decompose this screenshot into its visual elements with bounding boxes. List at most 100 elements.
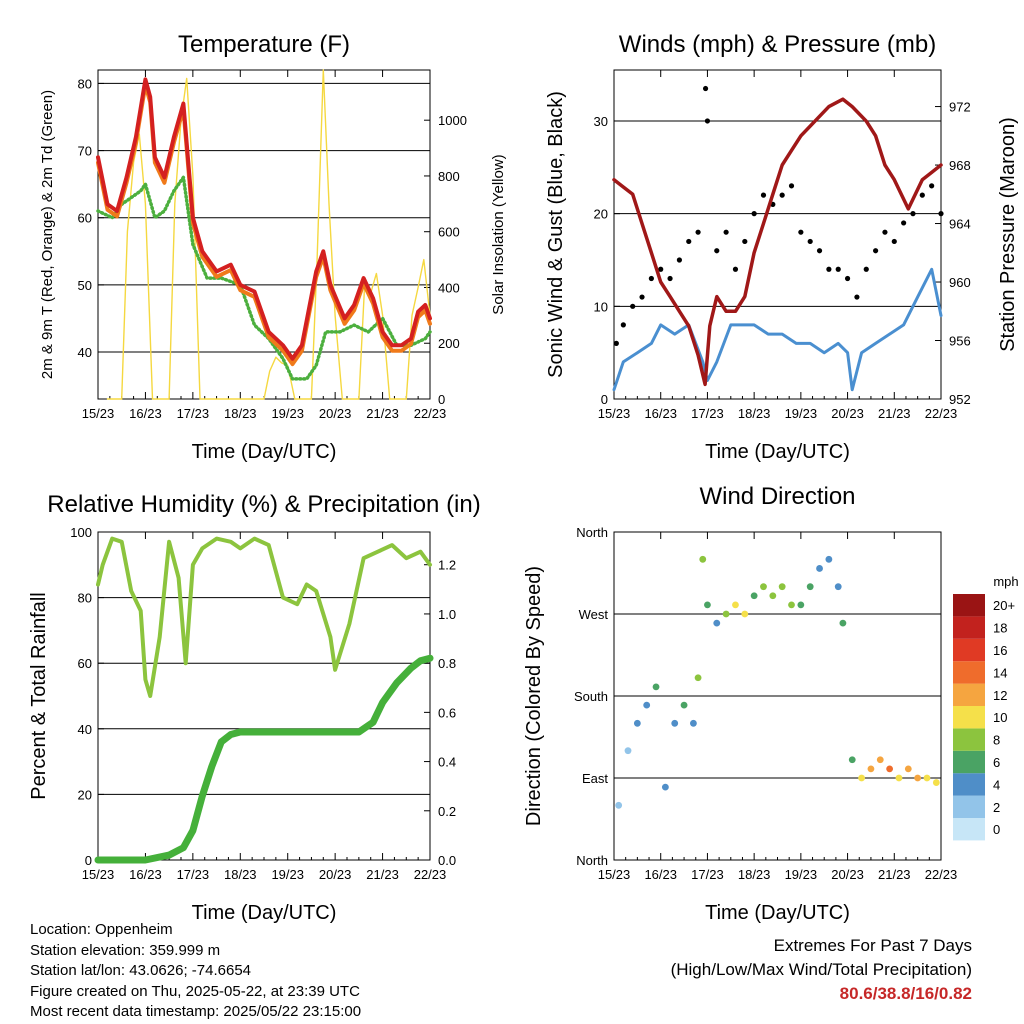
colorbar-label: 4	[993, 777, 1000, 792]
chart-panel-3: 15/23 16/23 17/23 18/23 19/23 20/23 21/23 22/23…	[28, 491, 481, 924]
direction-point	[704, 601, 711, 609]
direction-point	[741, 610, 749, 618]
y2-tick-label: 964	[949, 217, 971, 232]
plot-frame	[97, 69, 431, 400]
x-tick-label: 21/23	[878, 406, 911, 421]
gust-point	[742, 238, 748, 245]
y2-tick-label: 1000	[438, 113, 467, 128]
gust-point	[882, 229, 888, 235]
y-tick-label: 40	[78, 722, 92, 737]
direction-point	[778, 583, 786, 591]
plot-frame	[97, 531, 431, 861]
direction-point	[624, 747, 632, 755]
direction-point	[750, 592, 758, 600]
y-tick-label: 30	[594, 114, 608, 129]
gust-point	[751, 211, 757, 217]
chart-panel-2: 15/23 16/23 17/23 18/23 19/23 20/23 21/23 22/23…	[545, 31, 1019, 463]
x-tick-label: 21/23	[366, 406, 399, 421]
gust-point	[702, 85, 709, 92]
direction-point	[788, 601, 795, 609]
y-tick-label: 70	[78, 144, 92, 159]
direction-point	[615, 801, 623, 809]
direction-point	[680, 701, 688, 709]
direction-point	[732, 601, 739, 609]
figure-created: Figure created on Thu, 2025-05-22, at 23…	[30, 982, 360, 1000]
y-tick-label: North	[576, 525, 608, 540]
y2-tick-label: 1.2	[438, 558, 456, 573]
gust-point	[891, 238, 897, 245]
colorbar-swatch	[953, 706, 985, 729]
direction-point	[858, 774, 865, 782]
y2-tick-label: 0.0	[438, 853, 456, 868]
direction-point	[876, 756, 884, 764]
series-sonic-wind	[612, 267, 943, 392]
colorbar-swatch	[953, 750, 985, 774]
gust-point	[695, 229, 701, 235]
gust-point	[938, 211, 944, 217]
x-tick-label: 17/23	[177, 406, 210, 421]
gust-point	[613, 340, 619, 346]
x-tick-label: 17/23	[691, 406, 724, 421]
colorbar: mph 0 2 4 6 8 10 12 14 16 18 20+	[953, 574, 1019, 841]
x-tick-label: 16/23	[644, 867, 677, 882]
gust-point	[826, 266, 832, 272]
y-tick-label: 40	[78, 345, 92, 360]
y2-tick-label: 952	[949, 392, 971, 407]
colorbar-swatch	[953, 616, 985, 639]
y-axis-label: 2m & 9m T (Red, Orange) & 2m Td (Green)	[39, 90, 56, 379]
gust-point	[723, 229, 729, 235]
station-location: Location: Oppenheim	[30, 921, 173, 938]
gust-point	[807, 238, 813, 245]
x-tick-label: 20/23	[319, 867, 352, 882]
y-tick-label: 100	[70, 525, 92, 540]
x-tick-label: 20/23	[831, 867, 864, 882]
direction-point	[671, 719, 679, 727]
y-axis-label: Direction (Colored By Speed)	[523, 566, 545, 826]
y-tick-label: 80	[78, 591, 92, 606]
colorbar-label: 18	[993, 621, 1007, 636]
y2-tick-label: 0.2	[438, 804, 456, 819]
direction-point	[694, 674, 702, 682]
x-tick-label: 15/23	[82, 867, 115, 882]
direction-point	[834, 583, 842, 591]
x-axis-label: Time (Day/UTC)	[705, 902, 850, 924]
gust-point	[686, 238, 692, 245]
y-tick-label: 20	[78, 787, 92, 802]
y-tick-label: 80	[78, 76, 92, 91]
direction-point	[816, 565, 823, 572]
x-tick-label: 16/23	[129, 406, 162, 421]
colorbar-label: 10	[993, 710, 1007, 725]
series-relative-humidity	[96, 536, 432, 698]
y2-axis-label: Station Pressure (Maroon)	[997, 117, 1019, 352]
gust-point	[788, 183, 795, 189]
x-tick-label: 22/23	[414, 867, 447, 882]
colorbar-label: 6	[993, 755, 1000, 770]
y-tick-label: 0	[85, 853, 92, 868]
colorbar-swatch	[953, 638, 985, 662]
y-tick-label: 20	[594, 207, 608, 222]
colorbar-label: 0	[993, 822, 1000, 837]
x-tick-label: 19/23	[785, 406, 818, 421]
gust-point	[630, 303, 636, 309]
direction-point	[886, 765, 894, 773]
x-axis-label: Time (Day/UTC)	[705, 441, 850, 463]
extremes-subtitle: (High/Low/Max Wind/Total Precipitation)	[670, 960, 972, 979]
chart-title: Wind Direction	[699, 483, 855, 510]
direction-point	[652, 683, 660, 691]
y-tick-label: North	[576, 853, 608, 868]
y2-tick-label: 400	[438, 280, 460, 295]
y2-tick-label: 1.0	[438, 607, 456, 622]
gust-point	[676, 257, 683, 263]
gust-point	[816, 248, 823, 254]
colorbar-label: 16	[993, 643, 1007, 658]
colorbar-title: mph	[993, 574, 1018, 589]
colorbar-swatch	[953, 661, 985, 684]
direction-point	[904, 765, 912, 773]
direction-point	[932, 779, 940, 786]
x-tick-label: 18/23	[738, 867, 771, 882]
x-tick-label: 17/23	[177, 867, 210, 882]
series-total-precipitation	[94, 654, 434, 864]
x-tick-label: 18/23	[738, 406, 771, 421]
direction-point	[848, 756, 856, 764]
series-temp-2m	[96, 77, 432, 361]
